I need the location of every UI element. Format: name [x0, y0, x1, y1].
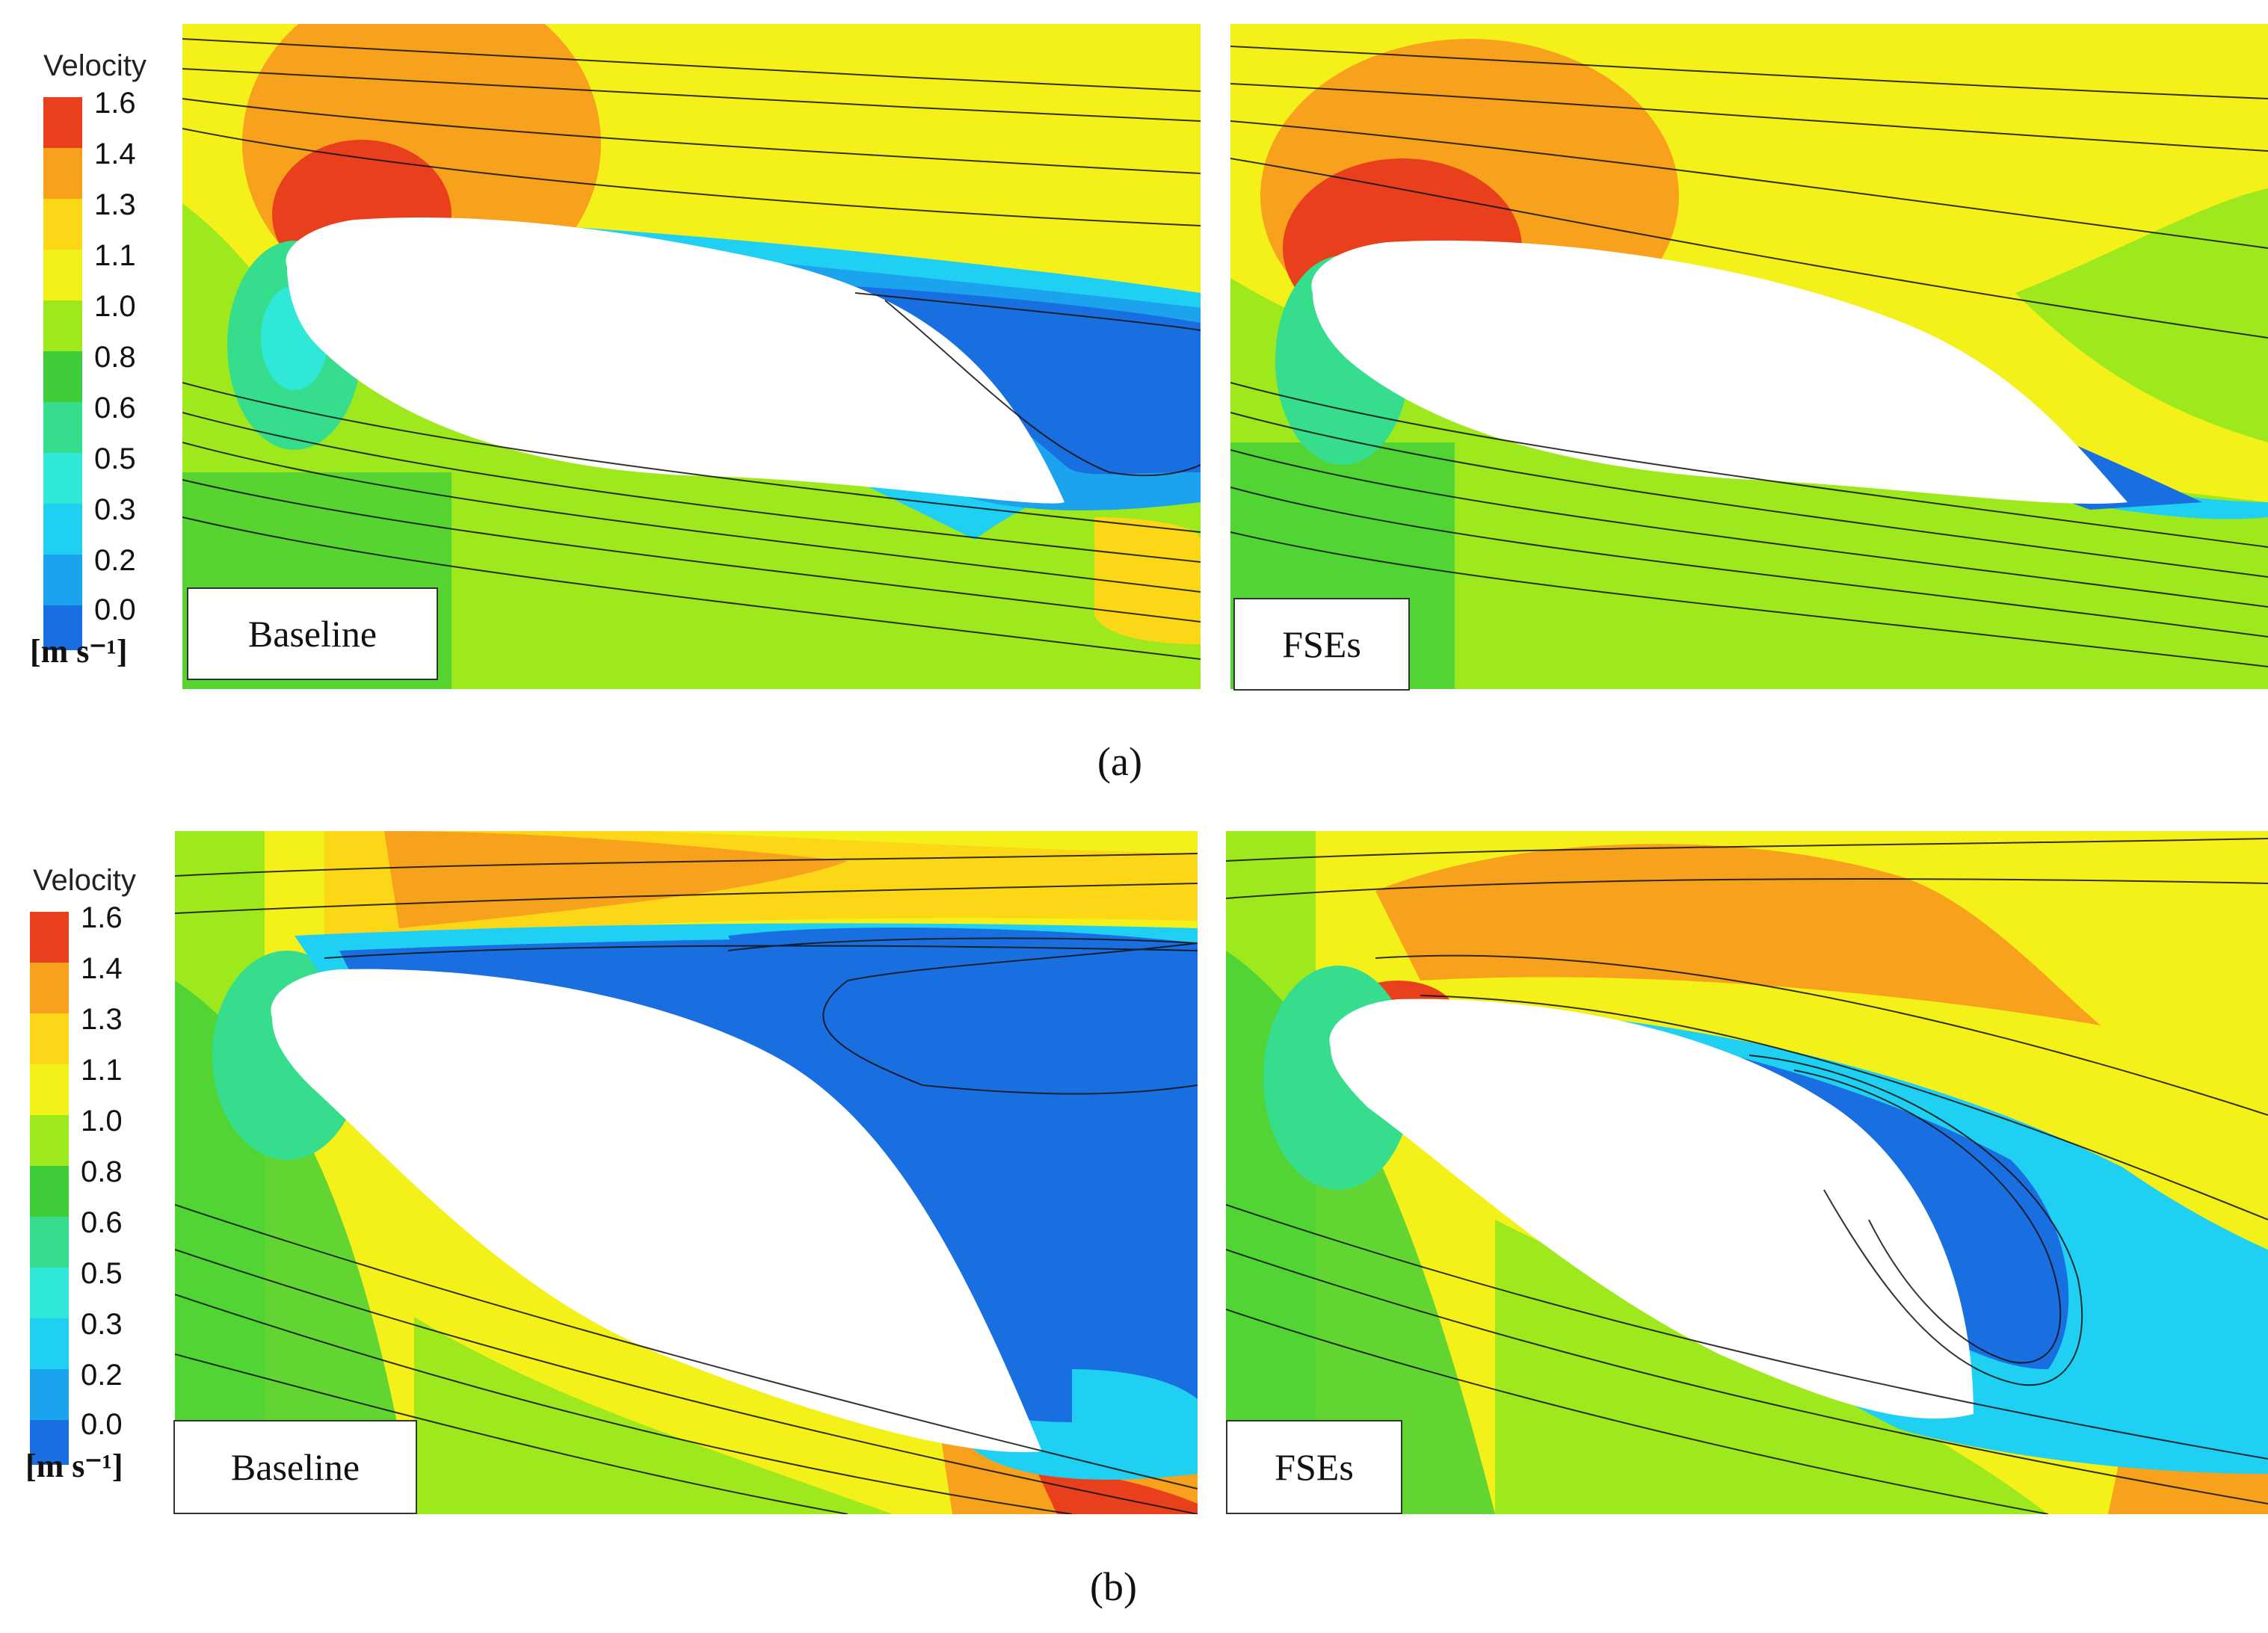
- legend-tick: 0.5: [94, 442, 136, 475]
- legend-tick: 0.0: [81, 1408, 123, 1441]
- legend-tick: 1.4: [94, 138, 136, 170]
- legend-tick: 0.3: [94, 493, 136, 526]
- legend-tick: 0.2: [81, 1359, 123, 1392]
- colorbar: [30, 912, 69, 1465]
- legend-tick: 0.6: [81, 1206, 123, 1239]
- legend-tick: 1.1: [94, 239, 136, 272]
- legend-tick: 1.0: [81, 1105, 123, 1137]
- legend-tick: 0.8: [81, 1155, 123, 1188]
- contour-panel-b-baseline: [175, 831, 1198, 1514]
- legend-tick: 0.0: [94, 593, 136, 626]
- legend-tick: 1.6: [81, 901, 123, 934]
- contour-panel-b-fses: [1226, 831, 2268, 1514]
- legend-tick: 0.6: [94, 392, 136, 425]
- legend-tick: 0.2: [94, 544, 136, 577]
- legend-tick: 1.4: [81, 952, 123, 985]
- legend-tick: 1.0: [94, 290, 136, 323]
- legend-tick: 1.6: [94, 87, 136, 120]
- caption-a: (a): [1097, 739, 1142, 784]
- legend-tick: 1.3: [81, 1003, 123, 1036]
- colorbar: [43, 97, 82, 650]
- legend-tick: 0.5: [81, 1257, 123, 1290]
- velocity-legend-b: Velocity 1.6 1.4 1.3 1.1 1.0 0.8 0.6 0.5…: [0, 859, 179, 1502]
- legend-title: Velocity: [43, 49, 147, 82]
- panel-label-baseline: Baseline: [187, 587, 438, 680]
- panel-label-fses: FSEs: [1226, 1420, 1402, 1514]
- legend-tick: 0.3: [81, 1308, 123, 1341]
- legend-unit: [m s⁻¹]: [25, 1448, 123, 1484]
- legend-tick: 1.3: [94, 188, 136, 221]
- contour-panel-a-fses: [1230, 24, 2268, 689]
- panel-label-fses: FSEs: [1233, 598, 1410, 691]
- panel-label-baseline: Baseline: [173, 1420, 417, 1514]
- legend-tick: 0.8: [94, 341, 136, 374]
- legend-title: Velocity: [33, 864, 136, 897]
- caption-b: (b): [1090, 1564, 1137, 1609]
- legend-tick: 1.1: [81, 1054, 123, 1087]
- legend-unit: [m s⁻¹]: [30, 633, 128, 670]
- velocity-legend-a: Velocity 1.6 1.4 1.3 1.1 1.0 0.8 0.6 0.5…: [0, 45, 179, 688]
